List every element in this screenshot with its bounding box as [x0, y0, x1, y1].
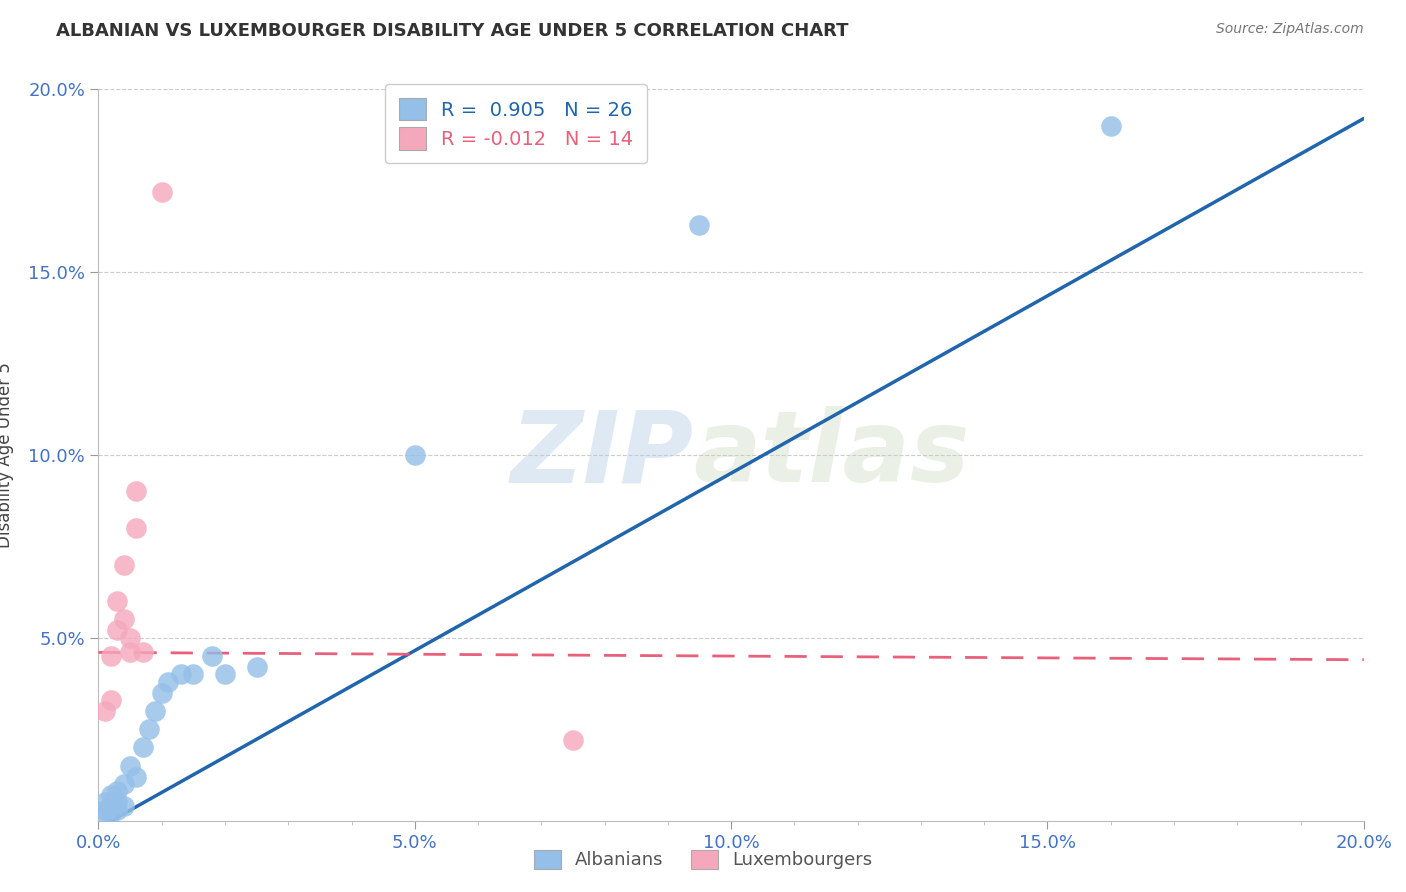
Point — [107, 624, 129, 638]
Point — [1099, 119, 1122, 133]
Text: Source: ZipAtlas.com: Source: ZipAtlas.com — [1216, 22, 1364, 37]
Legend: R =  0.905   N = 26, R = -0.012   N = 14: R = 0.905 N = 26, R = -0.012 N = 14 — [385, 84, 647, 163]
Point — [107, 803, 129, 817]
Point — [125, 484, 148, 499]
Point — [157, 674, 180, 689]
Point — [688, 218, 710, 232]
Point — [138, 723, 160, 737]
Point — [561, 733, 585, 747]
Point — [93, 803, 117, 817]
Point — [183, 667, 205, 681]
Legend: Albanians, Luxembourgers: Albanians, Luxembourgers — [524, 841, 882, 879]
Point — [93, 806, 117, 821]
Point — [100, 806, 122, 821]
Point — [112, 799, 135, 814]
Point — [214, 667, 236, 681]
Point — [125, 521, 148, 535]
Point — [93, 704, 117, 718]
Point — [120, 631, 141, 645]
Point — [100, 799, 122, 814]
Point — [145, 704, 166, 718]
Point — [100, 649, 122, 664]
Point — [150, 686, 173, 700]
Point — [120, 645, 141, 659]
Point — [132, 740, 155, 755]
Point — [107, 784, 129, 798]
Point — [404, 448, 426, 462]
Text: ZIP: ZIP — [510, 407, 693, 503]
Point — [246, 660, 269, 674]
Point — [107, 594, 129, 608]
Point — [112, 777, 135, 791]
Text: ALBANIAN VS LUXEMBOURGER DISABILITY AGE UNDER 5 CORRELATION CHART: ALBANIAN VS LUXEMBOURGER DISABILITY AGE … — [56, 22, 849, 40]
Point — [120, 758, 141, 772]
Y-axis label: Disability Age Under 5: Disability Age Under 5 — [0, 362, 14, 548]
Point — [93, 796, 117, 810]
Point — [100, 693, 122, 707]
Point — [112, 613, 135, 627]
Text: atlas: atlas — [693, 407, 970, 503]
Point — [107, 796, 129, 810]
Point — [112, 558, 135, 572]
Point — [150, 185, 173, 199]
Point — [132, 645, 155, 659]
Point — [201, 649, 224, 664]
Point — [169, 667, 191, 681]
Point — [125, 770, 148, 784]
Point — [100, 788, 122, 802]
